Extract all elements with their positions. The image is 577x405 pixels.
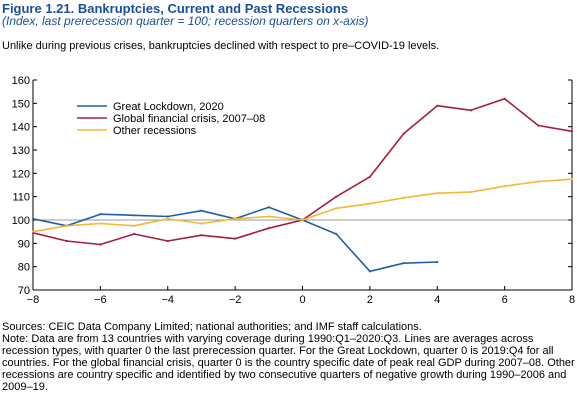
- data-point-series-3: [234, 217, 237, 220]
- data-point-series-1: [335, 232, 338, 236]
- figure-caption: Unlike during previous crises, bankruptc…: [2, 40, 440, 52]
- y-tick-label: 100: [12, 215, 30, 227]
- x-tick-label: −4: [161, 294, 174, 306]
- data-point-series-1: [99, 213, 102, 216]
- y-tick-label: 150: [12, 98, 30, 110]
- data-point-series-2: [537, 124, 540, 127]
- data-point-series-1: [166, 215, 169, 218]
- y-tick-label: 110: [12, 192, 30, 204]
- data-point-series-2: [200, 234, 203, 237]
- data-point-series-1: [267, 206, 270, 209]
- data-point-series-3: [436, 192, 439, 195]
- y-tick-label: 70: [18, 285, 30, 297]
- data-point-series-1: [31, 217, 35, 220]
- data-point-series-1: [436, 260, 439, 264]
- data-point-series-2: [99, 243, 102, 246]
- data-point-series-2: [570, 130, 574, 133]
- y-tick-label: 140: [12, 122, 30, 134]
- data-point-series-3: [166, 217, 169, 220]
- data-point-series-3: [469, 190, 473, 194]
- data-point-series-1: [402, 262, 405, 265]
- x-tick-label: −8: [27, 294, 40, 306]
- data-point-series-2: [436, 104, 439, 107]
- data-point-series-2: [368, 175, 371, 178]
- y-tick-label: 130: [12, 145, 30, 157]
- legend-label: Other recessions: [113, 125, 197, 137]
- data-point-series-3: [31, 230, 35, 233]
- x-tick-label: 0: [299, 294, 305, 306]
- data-point-series-3: [537, 180, 540, 183]
- data-point-series-2: [166, 239, 169, 243]
- data-point-series-3: [335, 207, 338, 210]
- data-point-series-3: [402, 196, 405, 199]
- x-tick-label: −6: [94, 294, 107, 306]
- data-point-series-2: [335, 195, 338, 198]
- data-point-series-1: [200, 209, 203, 212]
- y-tick-label: 160: [12, 75, 30, 87]
- legend-label: Great Lockdown, 2020: [113, 101, 224, 113]
- x-tick-label: 2: [367, 294, 373, 306]
- data-point-series-3: [132, 224, 136, 227]
- line-chart: 70 80 90 100 110 120 130 140 150 160 −8 −6 −4 −2 0 2 4 6 8…: [12, 75, 575, 306]
- data-point-series-3: [65, 224, 68, 227]
- data-point-series-2: [267, 227, 270, 230]
- sources-text: Sources: CEIC Data Company Limited; nati…: [2, 321, 422, 333]
- data-point-series-2: [469, 109, 473, 112]
- data-point-series-3: [570, 178, 574, 181]
- y-tick-label: 120: [12, 168, 30, 180]
- note-text: Note: Data are from 13 countries with va…: [2, 333, 575, 393]
- data-point-series-3: [267, 215, 270, 218]
- data-point-series-1: [132, 214, 136, 217]
- figure-subtitle: (Index, last prerecession quarter = 100;…: [2, 14, 369, 28]
- data-point-series-3: [200, 222, 203, 225]
- y-tick-label: 80: [18, 262, 30, 274]
- data-point-series-3: [503, 185, 506, 188]
- data-point-series-2: [234, 237, 237, 240]
- series-line-3: [32, 178, 573, 233]
- figure-notes: Sources: CEIC Data Company Limited; nati…: [2, 321, 576, 393]
- data-point-series-2: [132, 232, 136, 236]
- x-tick-label: 4: [434, 294, 440, 306]
- y-tick-label: 90: [18, 238, 30, 250]
- data-point-series-2: [65, 239, 68, 243]
- data-point-series-3: [99, 222, 102, 225]
- x-tick-label: 8: [569, 294, 575, 306]
- data-point-series-3: [301, 218, 304, 222]
- x-tick-label: 6: [502, 294, 508, 306]
- x-tick-label: −2: [229, 294, 242, 306]
- figure-title: Figure 1.21. Bankruptcies, Current and P…: [2, 1, 349, 16]
- legend-label: Global financial crisis, 2007–08: [113, 113, 265, 125]
- data-point-series-2: [402, 132, 405, 135]
- data-point-series-1: [368, 270, 371, 273]
- data-point-series-3: [368, 202, 371, 205]
- data-point-series-2: [503, 97, 506, 100]
